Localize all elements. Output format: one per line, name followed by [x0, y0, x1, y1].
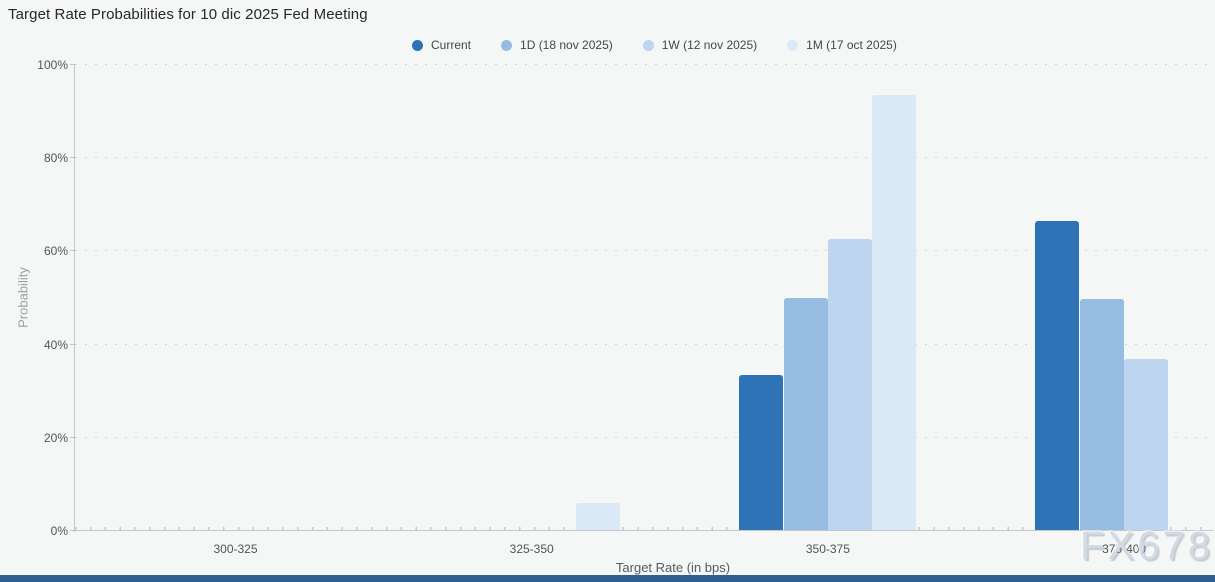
legend-item-1m[interactable]: 1M (17 oct 2025) — [787, 38, 897, 52]
chart-bar[interactable] — [1124, 358, 1169, 531]
y-axis-tick-label: 0% — [50, 524, 68, 538]
x-axis-tick-label: 325-350 — [509, 542, 554, 556]
y-axis-tick-label: 100% — [37, 58, 68, 72]
y-axis-tick — [70, 530, 75, 531]
x-axis-line — [75, 530, 1213, 531]
y-axis-tick — [70, 343, 75, 345]
x-axis-tick-label: 375-400 — [1102, 542, 1147, 556]
chart-title: Target Rate Probabilities for 10 dic 202… — [8, 6, 368, 23]
chart-bar[interactable] — [872, 94, 917, 531]
chart-bar[interactable] — [739, 374, 784, 531]
chart-bar[interactable] — [576, 502, 621, 531]
gridline-20% — [75, 436, 1213, 438]
y-axis-tick-label: 20% — [43, 430, 68, 445]
legend-item-label: 1M (17 oct 2025) — [806, 38, 897, 52]
y-axis-line — [74, 65, 75, 532]
gridline-40% — [75, 343, 1213, 345]
legend-item-label: 1W (12 nov 2025) — [661, 38, 758, 52]
y-axis-tick — [70, 64, 75, 65]
legend-item-1d[interactable]: 1D (18 nov 2025) — [501, 38, 613, 52]
y-axis-tick — [70, 250, 75, 252]
legend-item-label: Current — [431, 38, 472, 52]
legend-dot-icon — [412, 39, 423, 51]
y-axis-tick — [70, 436, 75, 438]
gridline-60% — [75, 250, 1213, 252]
chart-plot — [75, 64, 1213, 531]
legend-dot-icon — [501, 39, 513, 51]
chart-bar[interactable] — [783, 297, 828, 531]
y-axis-tick-label: 40% — [43, 337, 68, 352]
gridline-80% — [75, 157, 1213, 159]
chart-legend: Current 1D (18 nov 2025) 1W (12 nov 2025) 1… — [412, 38, 897, 52]
chart-bar[interactable] — [1035, 221, 1080, 531]
gridline-100% — [75, 64, 1213, 65]
legend-dot-icon — [642, 39, 654, 51]
footer-bar — [0, 575, 1215, 582]
x-axis-minor-ticks — [75, 527, 1213, 530]
legend-item-1w[interactable]: 1W (12 nov 2025) — [642, 38, 758, 52]
legend-dot-icon — [787, 39, 799, 51]
x-axis-title: Target Rate (in bps) — [615, 560, 731, 575]
y-axis-title: Probability — [15, 267, 31, 328]
y-axis-tick-label: 80% — [43, 151, 68, 166]
legend-item-current[interactable]: Current — [412, 38, 471, 52]
x-axis-tick-label: 300-325 — [213, 542, 258, 556]
chart-bar[interactable] — [1079, 298, 1124, 531]
legend-item-label: 1D (18 nov 2025) — [520, 38, 613, 52]
y-axis-tick — [70, 157, 75, 159]
x-axis-tick-label: 350-375 — [805, 542, 850, 556]
y-axis-tick-label: 60% — [43, 244, 68, 259]
chart-bar[interactable] — [827, 238, 872, 531]
